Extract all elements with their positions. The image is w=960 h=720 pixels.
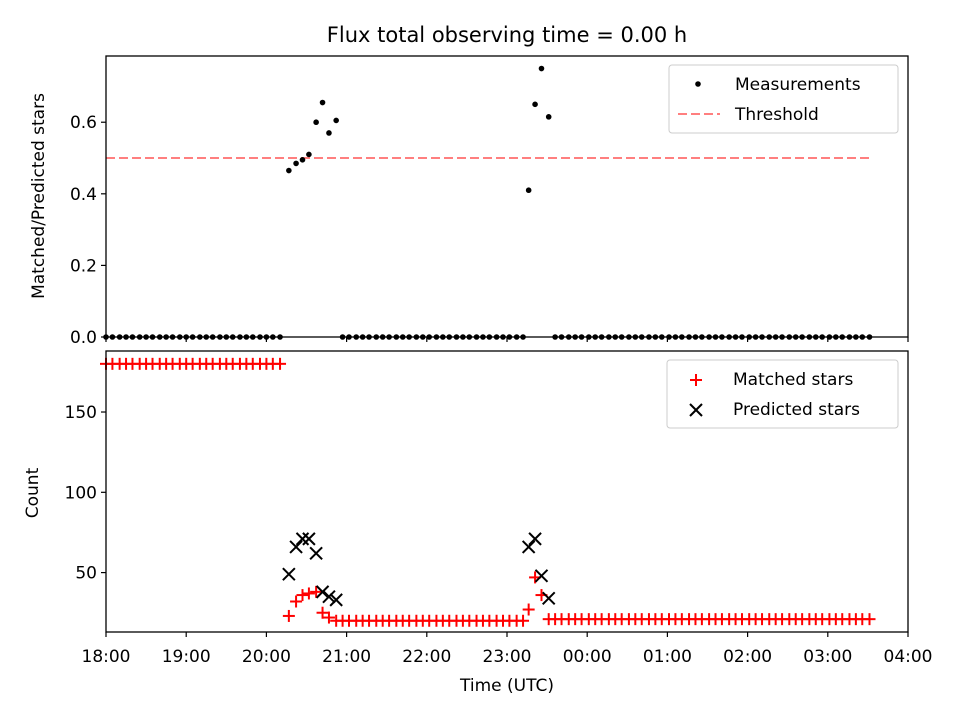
y-tick-label: 150 (65, 403, 97, 423)
top-x-ticks (105, 337, 909, 342)
measurement-point (538, 65, 545, 72)
legend-predicted-marker (689, 403, 703, 417)
measurement-point (313, 119, 319, 126)
x-tick-label: 21:00 (322, 647, 371, 667)
top-legend: Measurements Threshold (668, 64, 899, 134)
measurement-point (326, 130, 332, 136)
bottom-legend-box (666, 359, 899, 429)
y-tick-label: 0.6 (70, 113, 97, 133)
bottom-plot-area (100, 357, 876, 627)
predicted-point (521, 540, 536, 554)
top-legend-box (668, 64, 899, 134)
x-axis-label: Time (UTC) (459, 676, 554, 696)
x-tick-label: 22:00 (402, 647, 451, 667)
predicted-point (322, 589, 336, 604)
measurement-point (333, 117, 339, 124)
series-matched-stars (100, 357, 876, 627)
y-tick-label: 100 (65, 483, 97, 503)
measurement-point (532, 101, 538, 108)
measurement-point (545, 114, 552, 120)
y-tick-label: 0.0 (70, 328, 97, 348)
legend-matched-label: Matched stars (733, 370, 853, 390)
figure-title: Flux total observing time = 0.00 h (327, 23, 687, 47)
matched-point (290, 595, 303, 608)
legend-measurements-marker (695, 81, 701, 87)
top-y-ticks: 0.0 0.2 0.4 0.6 (70, 113, 106, 348)
matched-point (322, 611, 335, 624)
predicted-point (541, 591, 556, 605)
matched-point (863, 613, 876, 626)
bottom-ylabel: Count (23, 467, 43, 518)
predicted-point (295, 532, 310, 546)
x-tick-label: 03:00 (803, 647, 852, 667)
legend-threshold-label: Threshold (734, 105, 819, 125)
predicted-point (302, 532, 316, 546)
legend-matched-marker (690, 374, 702, 386)
matched-point (310, 585, 323, 598)
predicted-point (309, 546, 323, 561)
predicted-point (528, 532, 542, 546)
x-tick-label: 00:00 (563, 647, 612, 667)
matched-point (517, 614, 530, 627)
top-panel: 0.0 0.2 0.4 0.6 Matched/Predicted stars Mea… (29, 55, 909, 348)
matched-point (522, 603, 535, 616)
measurement-point (319, 99, 326, 106)
matched-point (302, 587, 315, 600)
top-ylabel: Matched/Predicted stars (29, 93, 49, 299)
legend-measurements-label: Measurements (735, 75, 861, 95)
x-tick-label: 04:00 (884, 647, 933, 667)
predicted-point (289, 540, 303, 554)
x-tick-label: 01:00 (643, 647, 692, 667)
x-tick-label: 19:00 (162, 647, 211, 667)
x-tick-label: 02:00 (723, 647, 772, 667)
legend-predicted-label: Predicted stars (733, 400, 860, 420)
matched-point (282, 609, 295, 622)
predicted-point (329, 593, 343, 607)
measurement-point (525, 187, 532, 194)
y-tick-label: 0.2 (70, 256, 97, 276)
y-tick-label: 0.4 (70, 185, 97, 205)
bottom-panel: 50 100 150 18:00 19:00 20:00 21:00 22:00 23:00 0… (23, 350, 933, 696)
bottom-x-ticks: 18:00 19:00 20:00 21:00 22:00 23:00 00:00 01:00… (82, 632, 933, 667)
matched-point (274, 357, 287, 370)
x-tick-label: 18:00 (82, 647, 131, 667)
series-predicted-stars (282, 532, 556, 607)
predicted-point (282, 567, 296, 581)
x-tick-label: 20:00 (242, 647, 291, 667)
measurement-point (293, 160, 299, 167)
x-tick-label: 23:00 (483, 647, 532, 667)
predicted-point (534, 569, 549, 583)
predicted-point (315, 585, 330, 599)
bottom-y-ticks: 50 100 150 (65, 403, 106, 584)
y-tick-label: 50 (75, 564, 97, 584)
measurement-point (306, 151, 312, 158)
measurement-point (286, 167, 292, 174)
matched-point (316, 606, 329, 619)
matched-point (296, 589, 309, 602)
bottom-legend: Matched stars Predicted stars (666, 359, 899, 429)
measurement-point (299, 157, 306, 163)
